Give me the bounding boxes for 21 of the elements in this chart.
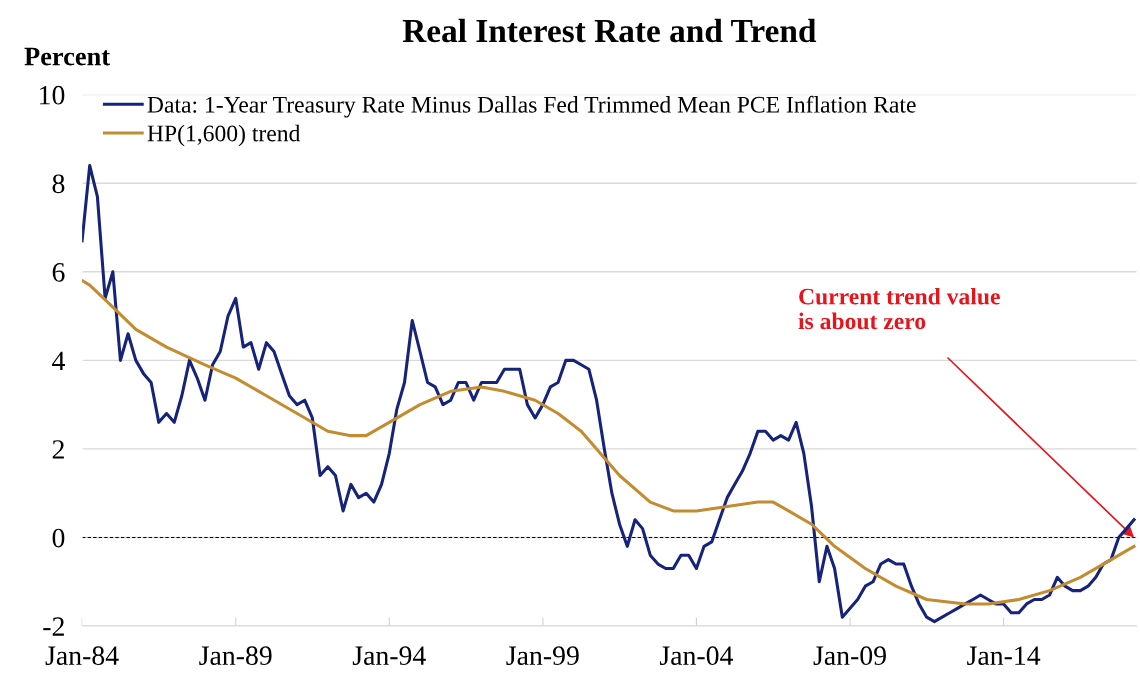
y-tick-label: 2 — [52, 440, 64, 459]
y-tick-label: 6 — [52, 263, 65, 282]
legend-label: Data: 1-Year Treasury Rate Minus Dallas Fed Trimmed Mean PCE Inflation Rate — [147, 95, 916, 118]
line-series — [82, 279, 1136, 606]
y-tick-label: -2 — [43, 617, 64, 636]
x-tick-label: Jan-94 — [352, 646, 426, 666]
y-axis-title: Percent — [24, 47, 110, 66]
legend-label: HP(1,600) trend — [147, 124, 301, 147]
x-tick-label: Jan-89 — [199, 646, 272, 666]
x-tick-label: Jan-04 — [659, 646, 734, 666]
x-tick-label: Jan-84 — [45, 646, 119, 666]
x-tick-label: Jan-14 — [967, 646, 1041, 666]
y-tick-label: 4 — [52, 351, 65, 370]
y-tick-label: 10 — [40, 85, 65, 105]
x-tick-label: Jan-09 — [813, 646, 886, 666]
x-tick-label: Jan-99 — [506, 646, 579, 666]
y-tick-label: 8 — [52, 174, 65, 194]
line-series — [82, 163, 1136, 624]
chart-title: Real Interest Rate and Trend — [402, 18, 817, 43]
y-tick-label: 0 — [52, 528, 65, 548]
annotation: Current trend value is about zero — [798, 287, 1000, 330]
